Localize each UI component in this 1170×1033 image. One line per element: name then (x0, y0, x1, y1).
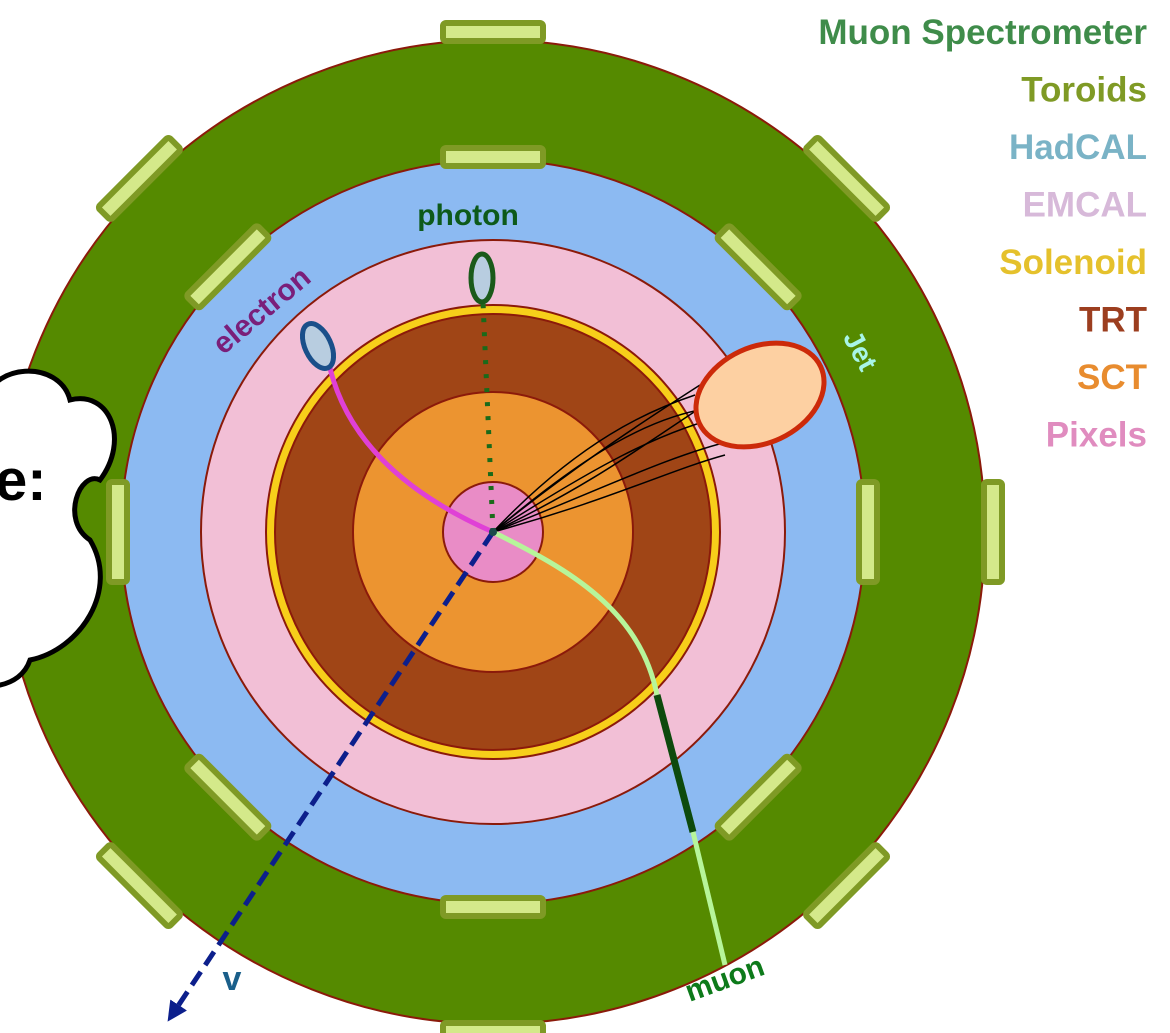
legend-entry: Toroids (1021, 71, 1147, 110)
toroid (440, 145, 546, 169)
toroid (856, 479, 880, 585)
toroids (0, 20, 1005, 1033)
muon-track-calo (653, 694, 697, 833)
cloud-text: e: (0, 448, 47, 513)
toroid (803, 134, 891, 222)
toroid (106, 479, 130, 585)
photon-label: photon (417, 199, 519, 232)
toroid (440, 20, 546, 44)
legend-entry: SCT (1077, 358, 1147, 397)
legend: Muon Spectrometer Toroids HadCAL EMCAL Solen… (818, 13, 1147, 455)
legend-entry: TRT (1079, 301, 1147, 340)
muon-track-inner (491, 529, 660, 696)
toroid (714, 223, 802, 311)
cloud-shape (0, 368, 117, 688)
neutrino-label: v (223, 960, 242, 998)
photon-track (480, 301, 496, 533)
electron-deposit (299, 321, 337, 371)
toroid (803, 842, 891, 930)
legend-entry: Muon Spectrometer (818, 13, 1147, 52)
tracks (167, 251, 827, 1022)
toroid (440, 1020, 546, 1033)
legend-entry: HadCAL (1009, 128, 1147, 167)
vertex (489, 528, 497, 536)
toroid (95, 842, 183, 930)
legend-entry: Pixels (1046, 416, 1147, 455)
toroid (714, 753, 802, 841)
photon-deposit (468, 251, 496, 305)
toroid (95, 134, 183, 222)
neutrino-track (167, 530, 496, 1022)
toroid (981, 479, 1005, 585)
legend-entry: Solenoid (999, 243, 1147, 282)
toroid (440, 895, 546, 919)
jet-cone (693, 340, 827, 450)
cloud: e: (0, 368, 117, 688)
toroid (184, 223, 272, 311)
muon-track-outer (690, 831, 728, 966)
toroid (184, 753, 272, 841)
legend-entry: EMCAL (1023, 186, 1147, 225)
electron-track (327, 367, 495, 535)
